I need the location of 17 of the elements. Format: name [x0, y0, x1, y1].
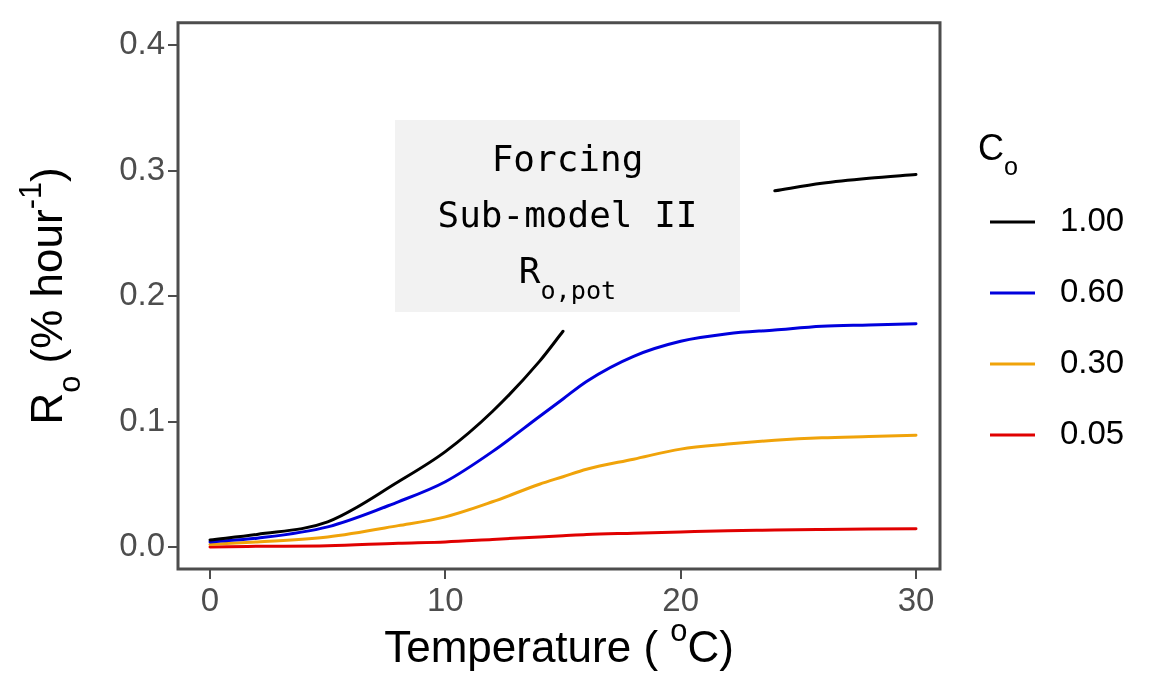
x-tick-label: 0	[200, 580, 220, 618]
legend-label: 0.05	[1060, 414, 1125, 452]
legend-label: 0.30	[1060, 343, 1125, 381]
x-tick-label: 10	[426, 580, 464, 618]
line-series	[208, 433, 918, 546]
y-tick-label: 0.1	[119, 400, 165, 438]
y-tick-label: 0.3	[119, 149, 165, 187]
y-axis-title: Ro (% hour-1)	[12, 167, 88, 425]
legend-label: 0.60	[1060, 272, 1125, 310]
line-series	[208, 527, 918, 549]
x-tick-label: 30	[897, 580, 935, 618]
line-series	[208, 322, 918, 544]
y-tick-label: 0.4	[119, 24, 165, 62]
y-tick-label: 0.0	[119, 526, 165, 564]
legend-label: 1.00	[1060, 201, 1125, 239]
x-tick-label: 20	[662, 580, 700, 618]
y-tick-label: 0.2	[119, 275, 165, 313]
